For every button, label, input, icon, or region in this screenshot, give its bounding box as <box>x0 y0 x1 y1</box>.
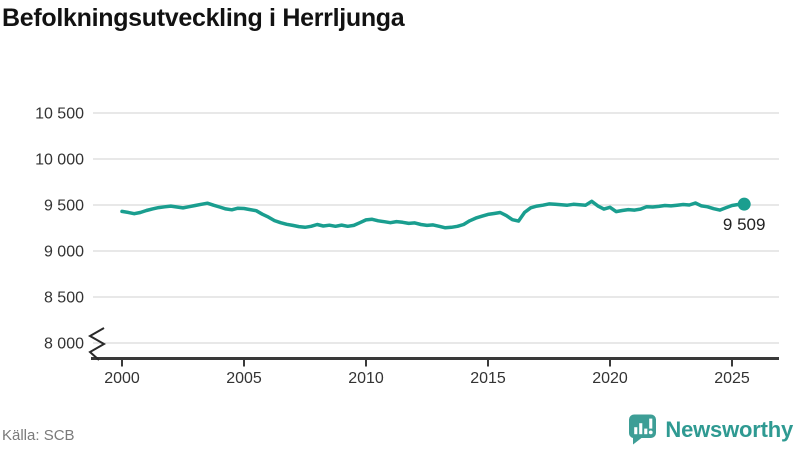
page-title: Befolkningsutveckling i Herrljunga <box>2 4 405 32</box>
axis-break-icon <box>87 327 107 361</box>
newsworthy-logo-icon <box>629 414 657 445</box>
x-axis-tick-label: 2010 <box>348 370 384 387</box>
y-axis-tick-label: 8 000 <box>44 336 84 353</box>
x-axis-tick-label: 2015 <box>470 370 506 387</box>
source-note: Källa: SCB <box>2 427 75 444</box>
newsworthy-logo-text: Newsworthy <box>665 416 793 442</box>
latest-value-label: 9 509 <box>723 215 766 234</box>
y-axis-tick-label: 10 500 <box>35 106 84 123</box>
y-axis-tick-label: 10 000 <box>35 152 84 169</box>
y-axis-tick-label: 9 000 <box>44 244 84 261</box>
y-axis-tick-label: 8 500 <box>44 290 84 307</box>
newsworthy-branding: Newsworthy <box>628 414 793 445</box>
x-axis-tick-label: 2000 <box>104 370 140 387</box>
x-axis-tick-label: 2005 <box>226 370 262 387</box>
x-axis-tick-label: 2025 <box>714 370 750 387</box>
y-axis-tick-label: 9 500 <box>44 198 84 215</box>
x-axis-tick-label: 2020 <box>592 370 628 387</box>
latest-value-dot <box>737 197 751 211</box>
population-series-line <box>120 199 746 230</box>
